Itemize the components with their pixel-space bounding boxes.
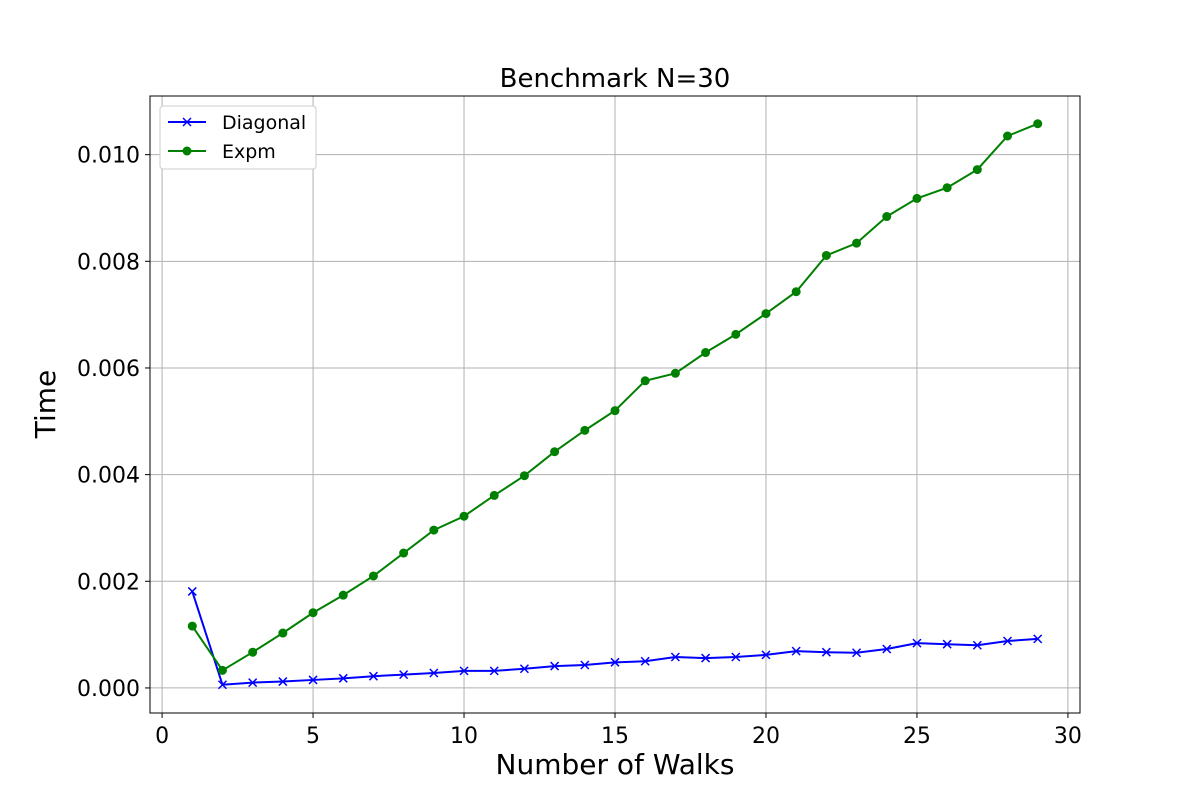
- data-point-diagonal: [459, 666, 469, 676]
- data-point-diagonal: [580, 660, 590, 670]
- y-tick-label: 0.000: [77, 677, 140, 702]
- y-tick-label: 0.008: [77, 250, 140, 275]
- data-point-diagonal: [731, 652, 741, 662]
- legend-marker-diagonal: [182, 117, 192, 127]
- y-axis-label: Time: [29, 370, 62, 440]
- series-expm: [187, 119, 1043, 675]
- series-diagonal: [187, 586, 1043, 690]
- data-point-diagonal: [550, 661, 560, 671]
- data-point-diagonal: [821, 647, 831, 657]
- chart-title: Benchmark N=30: [500, 64, 731, 94]
- data-point-diagonal: [308, 675, 318, 685]
- data-point-diagonal: [489, 666, 499, 676]
- legend-label-expm: Expm: [222, 141, 276, 163]
- x-tick-label: 0: [155, 724, 169, 749]
- data-point-diagonal: [761, 650, 771, 660]
- data-point-diagonal: [640, 656, 650, 666]
- data-point-expm: [338, 590, 348, 600]
- data-point-expm: [972, 165, 982, 175]
- y-tick-label: 0.010: [77, 144, 140, 169]
- data-point-expm: [580, 425, 590, 435]
- data-point-expm: [459, 511, 469, 521]
- data-point-expm: [248, 647, 258, 657]
- data-point-expm: [791, 287, 801, 297]
- data-point-diagonal: [217, 680, 227, 690]
- data-point-expm: [429, 525, 439, 535]
- data-point-expm: [610, 406, 620, 416]
- data-point-diagonal: [399, 670, 409, 680]
- data-point-diagonal: [701, 653, 711, 663]
- data-point-diagonal: [187, 586, 197, 596]
- y-tick-label: 0.006: [77, 357, 140, 382]
- legend-label-diagonal: Diagonal: [222, 112, 306, 134]
- data-point-expm: [761, 309, 771, 319]
- data-point-expm: [308, 608, 318, 618]
- legend-item-expm: Expm: [168, 141, 276, 163]
- data-point-diagonal: [1003, 636, 1013, 646]
- y-tick-label: 0.004: [77, 464, 140, 489]
- data-point-diagonal: [248, 678, 258, 688]
- legend: Diagonal Expm: [159, 105, 317, 170]
- data-point-expm: [640, 376, 650, 386]
- data-point-expm: [278, 628, 288, 638]
- x-axis-label: Number of Walks: [496, 748, 735, 781]
- data-point-diagonal: [368, 671, 378, 681]
- data-point-diagonal: [791, 646, 801, 656]
- data-point-expm: [852, 238, 862, 248]
- data-point-expm: [942, 183, 952, 193]
- data-point-expm: [670, 368, 680, 378]
- data-point-diagonal: [278, 677, 288, 687]
- data-point-expm: [1033, 119, 1043, 129]
- data-point-expm: [217, 665, 227, 675]
- x-tick-label: 15: [601, 724, 629, 749]
- data-point-diagonal: [1033, 634, 1043, 644]
- data-point-diagonal: [338, 673, 348, 683]
- data-point-diagonal: [610, 657, 620, 667]
- data-point-expm: [368, 571, 378, 581]
- data-point-diagonal: [912, 638, 922, 648]
- data-point-diagonal: [942, 639, 952, 649]
- data-point-expm: [187, 621, 197, 631]
- data-point-expm: [821, 250, 831, 260]
- data-point-expm: [399, 548, 409, 558]
- legend-marker-expm: [182, 146, 192, 156]
- data-point-expm: [550, 447, 560, 457]
- series-layer: [187, 119, 1043, 690]
- data-point-diagonal: [852, 648, 862, 658]
- data-point-diagonal: [972, 640, 982, 650]
- data-point-expm: [912, 193, 922, 203]
- x-tick-label: 5: [306, 724, 320, 749]
- data-point-diagonal: [429, 668, 439, 678]
- x-tick-label: 30: [1054, 724, 1082, 749]
- data-point-expm: [731, 329, 741, 339]
- grid-lines: [150, 96, 1080, 713]
- x-tick-label: 10: [450, 724, 478, 749]
- legend-item-diagonal: Diagonal: [168, 112, 306, 134]
- x-tick-label: 20: [752, 724, 780, 749]
- x-tick-label: 25: [903, 724, 931, 749]
- data-point-diagonal: [882, 644, 892, 654]
- data-point-expm: [489, 490, 499, 500]
- data-point-expm: [1003, 131, 1013, 141]
- y-tick-label: 0.002: [77, 570, 140, 595]
- data-point-expm: [701, 348, 711, 358]
- data-point-expm: [519, 471, 529, 481]
- data-point-diagonal: [670, 652, 680, 662]
- data-point-expm: [882, 212, 892, 222]
- data-point-diagonal: [519, 664, 529, 674]
- axis-ticks: 0 5 10 15 20 25 30 0.000 0.002 0.004 0.006 0.008 0.0…: [77, 144, 1082, 749]
